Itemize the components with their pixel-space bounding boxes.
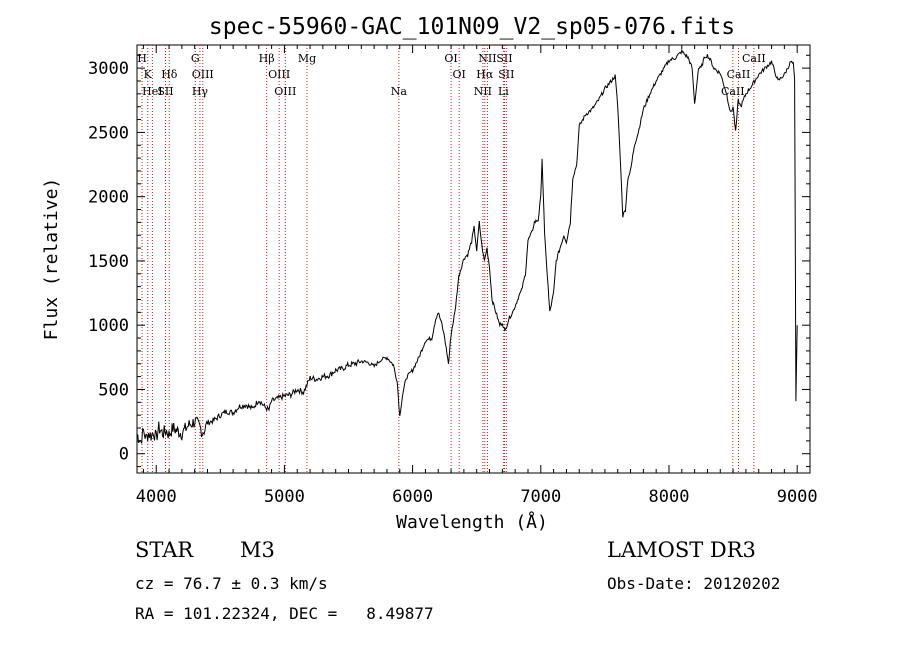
- marker-label: SII: [157, 85, 173, 98]
- object-type: STAR: [135, 538, 194, 562]
- spectral-subclass: M3: [240, 538, 275, 562]
- marker-label: CaII: [727, 68, 751, 81]
- chart-title: spec-55960-GAC_101N09_V2_sp05-076.fits: [209, 14, 735, 40]
- marker-label: SII: [498, 68, 514, 81]
- marker-label: OIII: [274, 85, 296, 98]
- series-line-flux: [136, 48, 798, 444]
- marker-label: K: [144, 68, 153, 81]
- plot-frame: [136, 44, 811, 474]
- x-axis-label: Wavelength (Å): [396, 511, 548, 533]
- y-tick-label: 2500: [88, 123, 129, 143]
- y-axis-label: Flux (relative): [41, 178, 62, 341]
- coordinates: RA = 101.22324, DEC = 8.49877: [135, 604, 434, 623]
- marker-label: Hβ: [259, 52, 275, 65]
- y-tick-label: 0: [119, 445, 129, 465]
- marker-label: Hγ: [192, 85, 209, 98]
- x-tick-label: 4000: [136, 487, 177, 507]
- marker-label: SII: [496, 52, 512, 65]
- y-tick-label: 1500: [88, 252, 129, 272]
- y-tick-label: 500: [98, 380, 129, 400]
- marker-label: Hδ: [161, 68, 178, 81]
- x-tick-label: 8000: [649, 487, 690, 507]
- x-tick-label: 9000: [777, 487, 818, 507]
- flux-series: [136, 48, 798, 444]
- marker-label: OI: [444, 52, 457, 65]
- spectral-line-markers: HKHeISIIHδGOIIIHγHβOIIIOIIIMgNaOIOINIINI…: [137, 45, 766, 473]
- marker-label: G: [191, 52, 200, 65]
- marker-label: NII: [474, 85, 492, 98]
- marker-label: H: [137, 52, 147, 65]
- y-tick-label: 1000: [88, 316, 129, 336]
- marker-label: CaII: [742, 52, 766, 65]
- survey-name: LAMOST DR3: [607, 538, 756, 562]
- y-tick-label: 3000: [88, 59, 129, 79]
- marker-label: Li: [498, 85, 509, 98]
- y-tick-label: 2000: [88, 188, 129, 208]
- observation-date: Obs-Date: 20120202: [607, 574, 781, 593]
- axis-ticks: 4000 5000 6000 7000 8000 9000 0 500 1000 1500 2000…: [88, 45, 818, 507]
- marker-label: Mg: [298, 52, 316, 65]
- marker-label: OIII: [268, 68, 290, 81]
- marker-label: Hα: [476, 68, 494, 81]
- marker-label: HeI: [142, 85, 162, 98]
- x-tick-label: 6000: [392, 487, 433, 507]
- marker-label: NII: [478, 52, 496, 65]
- marker-label: OI: [452, 68, 465, 81]
- marker-label: Na: [391, 85, 408, 98]
- redshift-cz: cz = 76.7 ± 0.3 km/s: [135, 574, 328, 593]
- x-tick-label: 5000: [264, 487, 305, 507]
- marker-label: OIII: [192, 68, 214, 81]
- x-tick-label: 7000: [520, 487, 561, 507]
